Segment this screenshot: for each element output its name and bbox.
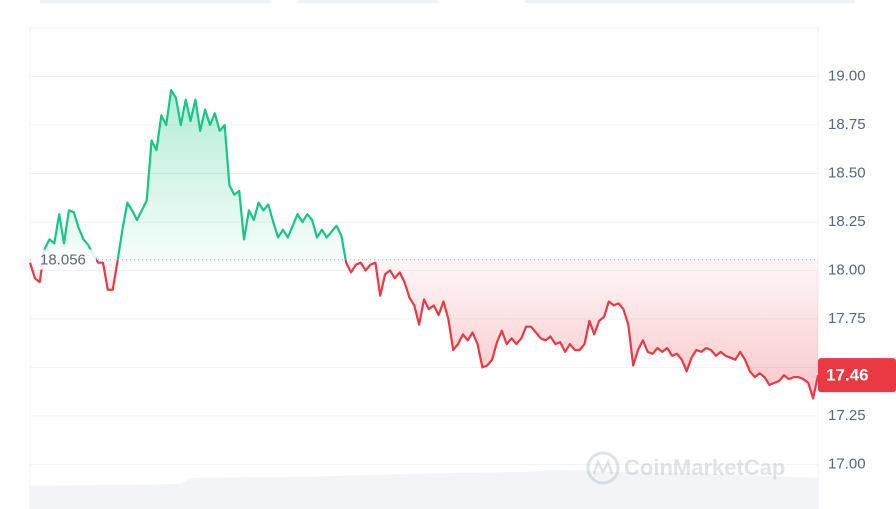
y-tick-label: 18.00 [828, 261, 866, 278]
tab-placeholder [40, 0, 270, 3]
last-price-tag [818, 358, 896, 393]
watermark-logo [586, 451, 620, 485]
tab-placeholder [298, 0, 438, 3]
y-tick-label: 19.00 [828, 67, 866, 84]
reference-label-bg [34, 249, 96, 270]
watermark: CoinMarketCap [586, 451, 785, 485]
plot [28, 89, 820, 400]
y-tick-label: 18.75 [828, 116, 866, 133]
tab-placeholder [525, 0, 855, 3]
watermark-text: CoinMarketCap [624, 455, 785, 480]
y-tick-label: 18.25 [828, 213, 866, 230]
y-tick-label: 17.25 [828, 407, 866, 424]
last-price-label: 17.46 [826, 366, 869, 385]
y-tick-label: 17.75 [828, 310, 866, 327]
y-tick-label: 18.50 [828, 164, 866, 181]
volume-area [30, 470, 818, 509]
watermark-logo-mark [592, 458, 614, 475]
y-tick-label: 17.00 [828, 455, 866, 472]
overlay: 18.056 17.46 CoinMarketCap [30, 249, 896, 485]
reference-label: 18.056 [40, 252, 86, 269]
price-line [28, 89, 820, 400]
